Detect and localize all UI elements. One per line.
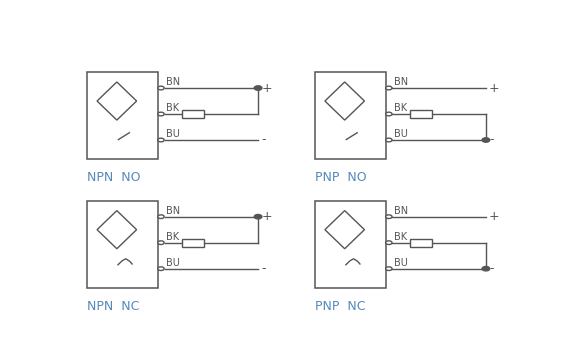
Circle shape [158, 267, 164, 270]
Text: PNP  NO: PNP NO [315, 171, 367, 184]
Bar [410, 239, 432, 247]
Text: -: - [489, 262, 493, 275]
Bar [87, 201, 158, 288]
Text: BK: BK [394, 232, 407, 242]
Text: +: + [489, 210, 500, 223]
Text: +: + [261, 210, 272, 223]
Text: BN: BN [394, 206, 408, 216]
Circle shape [158, 215, 164, 219]
Circle shape [386, 267, 392, 270]
Circle shape [386, 112, 392, 116]
Text: -: - [489, 134, 493, 147]
Bar [315, 72, 386, 159]
Circle shape [254, 214, 262, 219]
Text: +: + [261, 81, 272, 94]
Text: -: - [261, 134, 266, 147]
Circle shape [158, 138, 164, 142]
Text: NPN  NO: NPN NO [87, 171, 141, 184]
Bar [87, 72, 158, 159]
Text: BK: BK [394, 103, 407, 113]
Text: BK: BK [166, 232, 179, 242]
Circle shape [386, 86, 392, 90]
Text: +: + [489, 81, 500, 94]
Text: BN: BN [394, 77, 408, 87]
Text: BU: BU [394, 258, 407, 268]
Circle shape [158, 241, 164, 244]
Circle shape [386, 215, 392, 219]
Text: BN: BN [166, 206, 180, 216]
Bar [410, 110, 432, 118]
Text: -: - [261, 262, 266, 275]
Text: BU: BU [394, 129, 407, 139]
Circle shape [386, 241, 392, 244]
Text: BK: BK [166, 103, 179, 113]
Text: PNP  NC: PNP NC [315, 299, 366, 313]
Circle shape [158, 112, 164, 116]
Circle shape [158, 86, 164, 90]
Text: NPN  NC: NPN NC [87, 299, 139, 313]
Bar [182, 239, 204, 247]
Text: BU: BU [166, 258, 180, 268]
Text: BU: BU [166, 129, 180, 139]
Circle shape [482, 138, 490, 142]
Circle shape [482, 266, 490, 271]
Bar [315, 201, 386, 288]
Bar [182, 110, 204, 118]
Circle shape [386, 138, 392, 142]
Circle shape [254, 86, 262, 90]
Text: BN: BN [166, 77, 180, 87]
